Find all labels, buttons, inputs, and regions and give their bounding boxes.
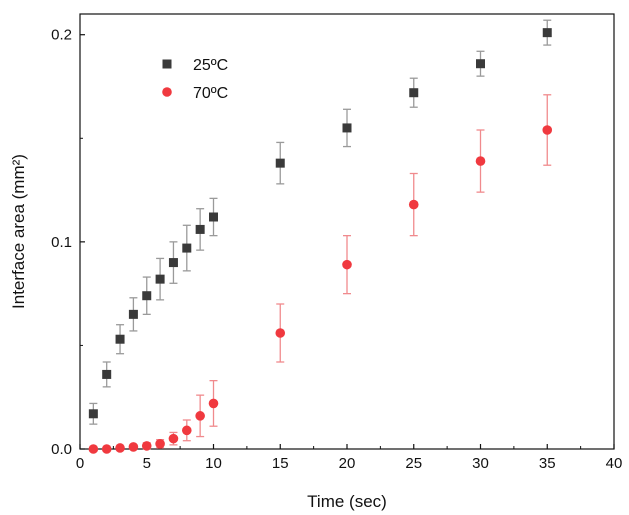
data-point <box>475 156 486 166</box>
plot-frame <box>79 13 615 450</box>
series-layer <box>88 19 553 454</box>
data-point <box>275 328 286 338</box>
data-point <box>195 411 205 421</box>
data-point <box>168 433 179 444</box>
data-point <box>128 442 139 452</box>
data-point <box>182 243 192 253</box>
x-tick-label: 35 <box>539 455 556 472</box>
legend-marker <box>162 59 172 69</box>
data-point <box>275 158 285 168</box>
data-point <box>409 88 419 98</box>
x-tick-label: 20 <box>339 455 356 472</box>
data-point <box>115 443 125 453</box>
data-point <box>209 212 218 222</box>
data-point <box>476 59 485 69</box>
data-point <box>142 291 152 301</box>
x-tick-label: 25 <box>405 455 422 472</box>
plot-border <box>79 13 615 450</box>
data-point <box>208 398 219 409</box>
data-point <box>408 199 419 210</box>
y-axis: 0.0 0.1 0.2 <box>51 27 85 458</box>
x-tick-label: 15 <box>272 455 289 472</box>
series-2 <box>88 94 553 454</box>
y-tick-label: 0.2 <box>51 27 72 44</box>
data-point <box>102 369 112 379</box>
legend-label: 25ºC <box>193 57 228 74</box>
data-point <box>182 425 192 436</box>
data-point <box>168 258 178 268</box>
x-tick-label: 30 <box>472 455 489 472</box>
data-point <box>101 444 112 454</box>
data-point <box>155 274 165 284</box>
y-axis-title: Interface area (mm²) <box>9 154 28 309</box>
y-tick-label: 0.1 <box>51 234 72 251</box>
series-1 <box>88 19 552 425</box>
y-tick-label: 0.0 <box>51 441 72 458</box>
x-tick-label: 10 <box>205 455 222 472</box>
data-point <box>141 441 152 451</box>
x-tick-label: 0 <box>76 455 84 472</box>
data-point <box>542 125 553 135</box>
data-point <box>542 28 552 38</box>
legend: 25ºC 70ºC <box>162 57 228 102</box>
x-tick-label: 40 <box>606 455 623 472</box>
data-point <box>195 224 205 234</box>
data-point <box>155 439 165 449</box>
legend-marker <box>162 87 172 97</box>
x-tick-label: 5 <box>143 455 151 472</box>
data-point <box>115 334 125 344</box>
legend-label: 70ºC <box>193 85 228 102</box>
data-point <box>342 123 352 133</box>
x-axis-title: Time (sec) <box>307 492 387 511</box>
data-point <box>342 259 352 270</box>
data-point <box>128 309 138 319</box>
data-point <box>88 409 98 419</box>
x-axis: 0 5 10 15 20 25 30 35 40 <box>76 444 623 472</box>
data-point <box>88 444 99 454</box>
